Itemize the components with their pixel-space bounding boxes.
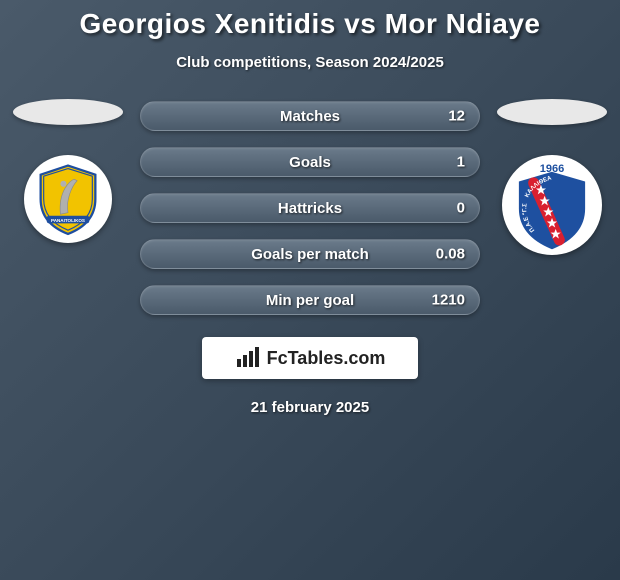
stat-label: Hattricks bbox=[278, 200, 342, 217]
page-title: Georgios Xenitidis vs Mor Ndiaye bbox=[79, 8, 540, 40]
stat-row-min-per-goal: Min per goal 1210 bbox=[140, 285, 480, 315]
stats-list: Matches 12 Goals 1 Hattricks 0 Goals per… bbox=[140, 101, 480, 315]
stat-row-goals: Goals 1 bbox=[140, 147, 480, 177]
page-subtitle: Club competitions, Season 2024/2025 bbox=[176, 54, 444, 71]
stat-row-matches: Matches 12 bbox=[140, 101, 480, 131]
logo-text: FcTables.com bbox=[267, 348, 386, 369]
svg-text:PANAITOLIKOS: PANAITOLIKOS bbox=[51, 218, 85, 223]
left-club-badge: PANAITOLIKOS bbox=[24, 155, 112, 243]
stat-value-right: 1 bbox=[457, 154, 465, 171]
stat-value-right: 0 bbox=[457, 200, 465, 217]
right-club-badge: 1966 Π.Α.Ε "Γ.Σ bbox=[502, 155, 602, 255]
left-player-col: PANAITOLIKOS bbox=[8, 99, 128, 243]
stat-row-goals-per-match: Goals per match 0.08 bbox=[140, 239, 480, 269]
bars-icon bbox=[235, 347, 261, 369]
main-row: PANAITOLIKOS Matches 12 Goals 1 Hattrick… bbox=[0, 99, 620, 315]
stat-value-right: 0.08 bbox=[436, 246, 465, 263]
stat-value-right: 12 bbox=[448, 108, 465, 125]
date-label: 21 february 2025 bbox=[251, 399, 369, 416]
stat-row-hattricks: Hattricks 0 bbox=[140, 193, 480, 223]
stat-value-right: 1210 bbox=[432, 292, 465, 309]
stat-label: Matches bbox=[280, 108, 340, 125]
fctables-logo[interactable]: FcTables.com bbox=[202, 337, 418, 379]
right-player-photo-placeholder bbox=[497, 99, 607, 125]
kallithea-badge-icon: 1966 Π.Α.Ε "Γ.Σ bbox=[506, 159, 598, 251]
right-player-col: 1966 Π.Α.Ε "Γ.Σ bbox=[492, 99, 612, 255]
comparison-card: Georgios Xenitidis vs Mor Ndiaye Club co… bbox=[0, 0, 620, 416]
stat-label: Goals per match bbox=[251, 246, 369, 263]
stat-label: Goals bbox=[289, 154, 331, 171]
stat-label: Min per goal bbox=[266, 292, 354, 309]
left-player-photo-placeholder bbox=[13, 99, 123, 125]
panaitolikos-badge-icon: PANAITOLIKOS bbox=[30, 161, 106, 237]
